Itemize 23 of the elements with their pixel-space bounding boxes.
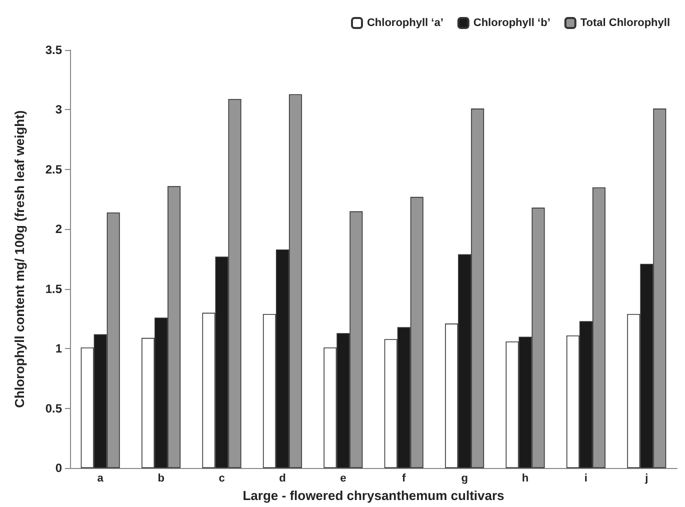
y-tick-label: 0 — [55, 461, 62, 476]
x-tick-label: e — [340, 472, 346, 485]
x-tick-label: c — [218, 472, 225, 485]
x-tick-label: a — [97, 472, 104, 485]
y-tick-label: 1.5 — [45, 282, 62, 296]
x-tick-label: g — [461, 472, 468, 485]
x-tick-label: f — [402, 472, 406, 485]
legend-label: Chlorophyll ‘a’ — [366, 17, 444, 29]
x-tick-label: j — [644, 472, 648, 485]
y-axis-title: Chlorophyll content mg/ 100g (fresh leaf weight) — [12, 110, 27, 408]
legend-label: Total Chlorophyll — [580, 17, 670, 29]
x-tick-label: i — [584, 472, 588, 485]
x-axis-title: Large - flowered chrysanthemum cultivars — [242, 488, 504, 503]
y-tick-label: 1 — [55, 342, 62, 356]
y-tick-label: 2 — [55, 222, 62, 236]
y-tick-label: 2.5 — [45, 162, 62, 176]
x-tick-label: d — [279, 472, 286, 485]
legend-label: Chlorophyll ‘b’ — [473, 17, 550, 29]
x-tick-label: b — [158, 472, 165, 485]
y-tick-label: 3 — [55, 102, 62, 117]
x-tick-label: h — [522, 472, 529, 485]
y-tick-label: 3.5 — [45, 43, 62, 57]
y-tick-label: 0.5 — [45, 401, 62, 416]
